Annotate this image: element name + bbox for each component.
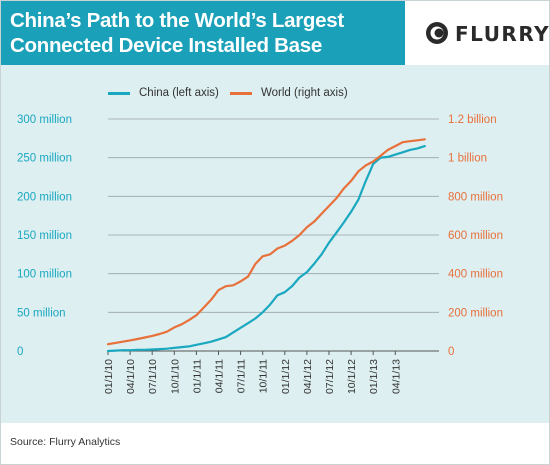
- legend-item-china: China (left axis): [108, 87, 219, 99]
- x-axis-tick-label: 01/1/13: [368, 359, 380, 394]
- x-axis-tick-label: 04/1/12: [302, 359, 314, 394]
- left-axis-tick-label: 50 million: [17, 307, 66, 319]
- right-axis-tick-label: 200 million: [448, 307, 503, 319]
- left-axis-tick-label: 200 million: [17, 191, 72, 203]
- line-chart: 0 50 million 100 million 150 million 200 mil…: [17, 114, 503, 394]
- legend: China (left axis) World (right axis): [1, 85, 549, 105]
- left-axis-tick-label: 100 million: [17, 269, 72, 281]
- x-axis-tick-label: 07/1/10: [147, 359, 159, 394]
- right-axis-tick-label: 1 billion: [448, 153, 487, 165]
- chart-title-line-2: Connected Device Installed Base: [10, 34, 322, 57]
- source-note: Source: Flurry Analytics: [10, 436, 121, 448]
- left-axis-tick-label: 300 million: [17, 114, 72, 126]
- series-line-world: [106, 138, 426, 346]
- x-axis-tick-label: 04/1/11: [214, 359, 226, 393]
- right-axis-tick-label: 400 million: [448, 269, 503, 281]
- footer: Source: Flurry Analytics: [1, 423, 549, 464]
- x-axis-tick-label: 07/1/12: [324, 359, 336, 394]
- logo-box: FLURRY: [405, 1, 549, 65]
- x-axis-tick-label: 01/1/10: [103, 359, 115, 394]
- chart-title-line-1: China’s Path to the World’s Largest: [10, 9, 344, 32]
- legend-item-world: World (right axis): [230, 87, 348, 99]
- right-axis-tick-label: 800 million: [448, 191, 503, 203]
- x-axis-tick-label: 04/1/10: [125, 359, 137, 394]
- right-axis-tick-label: 600 million: [448, 230, 503, 242]
- legend-swatch-china: [108, 91, 130, 95]
- flurry-logo-icon: [426, 22, 448, 44]
- x-axis-tick-label: 01/1/12: [280, 359, 292, 394]
- right-axis-tick-label: 0: [448, 346, 454, 358]
- left-axis-tick-label: 0: [17, 346, 23, 358]
- legend-label-world: World (right axis): [261, 87, 348, 99]
- x-axis-tick-label: 10/1/11: [258, 359, 270, 393]
- right-axis-tick-label: 1.2 billion: [448, 114, 497, 126]
- logo-text: FLURRY: [455, 22, 550, 46]
- left-axis-tick-label: 250 million: [17, 153, 72, 165]
- x-axis-tick-label: 10/1/12: [346, 359, 358, 394]
- x-axis-tick-label: 10/1/10: [169, 359, 181, 394]
- chart-area: China (left axis) World (right axis) 0 50…: [1, 65, 549, 423]
- x-axis-tick-label: 04/1/13: [390, 359, 402, 394]
- series-line-china: [106, 144, 426, 353]
- chart-title: China’s Path to the World’s Largest Conn…: [10, 8, 400, 58]
- legend-label-china: China (left axis): [139, 87, 219, 99]
- header-banner: China’s Path to the World’s Largest Conn…: [1, 1, 549, 65]
- left-axis-tick-label: 150 million: [17, 230, 72, 242]
- x-axis-tick-label: 01/1/11: [191, 359, 203, 393]
- x-axis-tick-label: 07/1/11: [236, 359, 248, 393]
- legend-swatch-world: [230, 91, 252, 95]
